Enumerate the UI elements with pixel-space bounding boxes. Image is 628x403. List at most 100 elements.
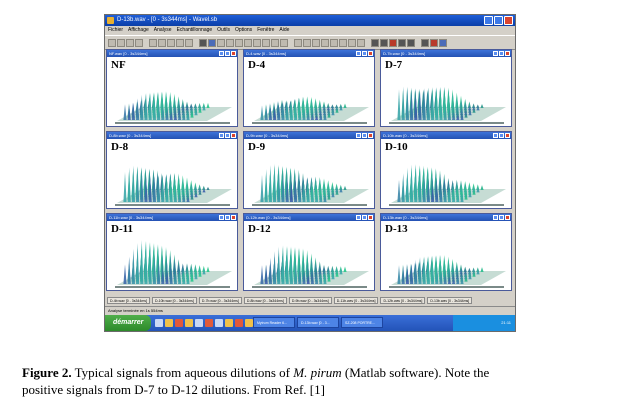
maximize-icon[interactable] <box>362 133 367 138</box>
toolbar-button-icon[interactable] <box>185 38 193 47</box>
maximize-icon[interactable] <box>499 215 504 220</box>
spectrum-window[interactable]: D-8b.wav [0 - 3s344ms] D-8 <box>106 131 238 209</box>
toolbar-button-icon[interactable] <box>348 38 356 47</box>
toolbar-button-icon[interactable] <box>126 38 134 47</box>
minimize-icon[interactable] <box>356 215 361 220</box>
toolbar-button-icon[interactable] <box>421 38 429 47</box>
maximize-icon[interactable] <box>499 133 504 138</box>
toolbar-button-icon[interactable] <box>158 38 166 47</box>
toolbar-button-icon[interactable] <box>253 38 261 47</box>
window-tab[interactable]: D-11b.wav [0 - 3s344ms] <box>333 297 379 304</box>
minimize-icon[interactable] <box>493 215 498 220</box>
toolbar-button-icon[interactable] <box>439 38 447 47</box>
minimize-icon[interactable] <box>493 51 498 56</box>
toolbar-button-icon[interactable] <box>217 38 225 47</box>
close-icon[interactable] <box>368 133 373 138</box>
window-tab[interactable]: D-13b.wav [0 - 3s344ms] <box>427 297 473 304</box>
toolbar-button-icon[interactable] <box>321 38 329 47</box>
toolbar-button-icon[interactable] <box>108 38 116 47</box>
spectrum-window[interactable]: D-10b.wav [0 - 3s344ms] D-10 <box>380 131 512 209</box>
minimize-icon[interactable] <box>484 16 493 25</box>
quicklaunch-icon[interactable] <box>155 319 163 327</box>
toolbar-button-icon[interactable] <box>371 38 379 47</box>
toolbar-button-icon[interactable] <box>280 38 288 47</box>
quicklaunch-icon[interactable] <box>175 319 183 327</box>
menu-item[interactable]: Outils <box>217 27 230 33</box>
close-icon[interactable] <box>231 215 236 220</box>
minimize-icon[interactable] <box>493 133 498 138</box>
close-icon[interactable] <box>505 51 510 56</box>
maximize-icon[interactable] <box>225 51 230 56</box>
menu-item[interactable]: Affichage <box>128 27 149 33</box>
menu-item[interactable]: Options <box>234 27 253 33</box>
spectrum-window[interactable]: D-4.wav [0 - 3s344ms] D-4 <box>243 49 375 127</box>
quicklaunch-icon[interactable] <box>185 319 193 327</box>
toolbar-button-icon[interactable] <box>235 38 243 47</box>
window-tab[interactable]: D-8b.wav [0 - 3s344ms] <box>243 297 287 304</box>
toolbar-button-icon[interactable] <box>199 38 207 47</box>
toolbar-button-icon[interactable] <box>117 38 125 47</box>
start-button[interactable]: démarrer <box>105 315 151 331</box>
toolbar-button-icon[interactable] <box>357 38 365 47</box>
taskbar-task[interactable]: SZ-208 PORTRE... <box>341 317 383 328</box>
toolbar-button-icon[interactable] <box>262 38 270 47</box>
toolbar-button-icon[interactable] <box>380 38 388 47</box>
spectrum-window[interactable]: D-9b.wav [0 - 3s344ms] D-9 <box>243 131 375 209</box>
menu-item[interactable]: Fichier <box>108 27 124 33</box>
window-tab[interactable]: D-12b.wav [0 - 3s344ms] <box>380 297 426 304</box>
toolbar-button-icon[interactable] <box>135 38 143 47</box>
maximize-icon[interactable] <box>499 51 504 56</box>
window-tab[interactable]: D-10b.wav [0 - 3s344ms] <box>151 297 197 304</box>
taskbar-task[interactable]: D-13b.wav [0 - 3... <box>297 317 339 328</box>
spectrum-window[interactable]: NF.wav [0 - 3s344ms] NF <box>106 49 238 127</box>
quicklaunch-icon[interactable] <box>245 319 253 327</box>
close-icon[interactable] <box>368 215 373 220</box>
toolbar-button-icon[interactable] <box>208 38 216 47</box>
toolbar-button-icon[interactable] <box>303 38 311 47</box>
spectrum-window[interactable]: D-7b.wav [0 - 3s344ms] D-7 <box>380 49 512 127</box>
maximize-icon[interactable] <box>494 16 503 25</box>
spectrum-window[interactable]: D-12b.wav [0 - 3s344ms] D-12 <box>243 213 375 291</box>
toolbar-button-icon[interactable] <box>167 38 175 47</box>
toolbar-button-icon[interactable] <box>339 38 347 47</box>
spectrum-window[interactable]: D-13b.wav [0 - 3s344ms] D-13 <box>380 213 512 291</box>
maximize-icon[interactable] <box>225 133 230 138</box>
quicklaunch-icon[interactable] <box>205 319 213 327</box>
menu-item[interactable]: Aide <box>279 27 290 33</box>
toolbar-button-icon[interactable] <box>226 38 234 47</box>
quicklaunch-icon[interactable] <box>215 319 223 327</box>
quicklaunch-icon[interactable] <box>195 319 203 327</box>
quicklaunch-icon[interactable] <box>225 319 233 327</box>
close-icon[interactable] <box>368 51 373 56</box>
close-icon[interactable] <box>231 133 236 138</box>
quicklaunch-icon[interactable] <box>235 319 243 327</box>
window-tab[interactable]: D-4b.wav [0 - 3s344ms] <box>107 297 150 304</box>
maximize-icon[interactable] <box>362 215 367 220</box>
minimize-icon[interactable] <box>219 51 224 56</box>
toolbar-button-icon[interactable] <box>244 38 252 47</box>
toolbar-button-icon[interactable] <box>407 38 415 47</box>
toolbar-button-icon[interactable] <box>389 38 397 47</box>
menu-item[interactable]: Fenêtre <box>257 27 275 33</box>
toolbar-button-icon[interactable] <box>398 38 406 47</box>
close-icon[interactable] <box>505 133 510 138</box>
spectrum-window[interactable]: D-11b.wav [0 - 3s344ms] D-11 <box>106 213 238 291</box>
window-tab[interactable]: D-9b.wav [0 - 3s344ms] <box>288 297 332 304</box>
toolbar-button-icon[interactable] <box>149 38 157 47</box>
minimize-icon[interactable] <box>219 133 224 138</box>
toolbar-button-icon[interactable] <box>271 38 279 47</box>
quicklaunch-icon[interactable] <box>165 319 173 327</box>
toolbar-button-icon[interactable] <box>176 38 184 47</box>
close-icon[interactable] <box>505 215 510 220</box>
minimize-icon[interactable] <box>356 133 361 138</box>
toolbar-button-icon[interactable] <box>330 38 338 47</box>
maximize-icon[interactable] <box>362 51 367 56</box>
close-icon[interactable] <box>504 16 513 25</box>
maximize-icon[interactable] <box>225 215 230 220</box>
toolbar-button-icon[interactable] <box>294 38 302 47</box>
menu-item[interactable]: Echantillonnage <box>176 27 213 33</box>
window-tab[interactable]: D-7b.wav [0 - 3s344ms] <box>198 297 242 304</box>
close-icon[interactable] <box>231 51 236 56</box>
taskbar-task[interactable]: Mytrum Reader 6... <box>253 317 295 328</box>
toolbar-button-icon[interactable] <box>312 38 320 47</box>
